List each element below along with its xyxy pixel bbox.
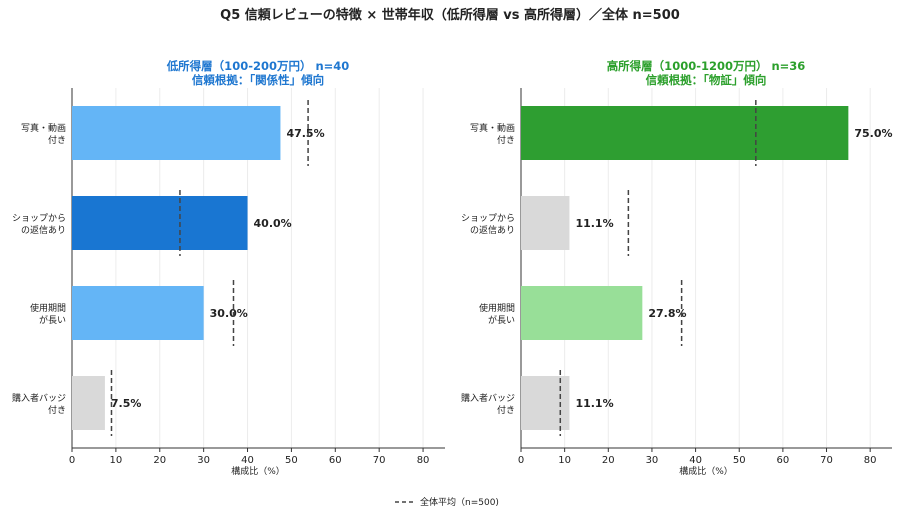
x-tick-label: 50	[733, 455, 746, 466]
y-tick-label-line: 写真・動画	[21, 122, 66, 134]
y-tick-label-line: が長い	[488, 314, 515, 326]
bar-value-label: 11.1%	[575, 397, 613, 410]
panel-low-income: 低所得層（100-200万円） n=40 信頼根拠：「関係性」傾向 構成比（%）…	[12, 59, 445, 477]
x-tick-label: 10	[558, 455, 571, 466]
legend-label: 全体平均（n=500)	[420, 496, 499, 508]
y-tick-label-line: の返信あり	[21, 224, 66, 236]
x-axis-label: 構成比（%）	[679, 465, 733, 477]
bar-value-label: 47.5%	[286, 127, 324, 140]
x-tick-label: 0	[69, 455, 75, 466]
y-tick-label: 写真・動画付き	[21, 122, 66, 146]
bar	[72, 286, 204, 340]
x-tick-label: 80	[864, 455, 877, 466]
x-tick-label: 40	[241, 455, 254, 466]
y-tick-label: 写真・動画付き	[470, 122, 515, 146]
bar-value-label: 11.1%	[575, 217, 613, 230]
x-tick-label: 70	[820, 455, 833, 466]
bar	[72, 196, 248, 250]
y-tick-label: 購入者バッジ付き	[12, 392, 66, 416]
y-tick-label-line: 付き	[497, 405, 515, 416]
y-tick-label-line: ショップから	[12, 213, 66, 224]
x-tick-label: 0	[518, 455, 524, 466]
y-tick-label: ショップからの返信あり	[461, 213, 515, 236]
bar	[521, 196, 570, 250]
x-tick-label: 30	[646, 455, 659, 466]
panel-title: 高所得層（1000-1200万円） n=36	[607, 59, 806, 73]
panel-subtitle: 信頼根拠：「物証」傾向	[646, 73, 767, 87]
chart-main-title: Q5 信頼レビューの特徴 × 世帯年収（低所得層 vs 高所得層）／全体 n=5…	[220, 7, 680, 23]
y-tick-label: 使用期間が長い	[479, 302, 515, 326]
x-tick-label: 60	[329, 455, 342, 466]
y-tick-label-line: が長い	[39, 314, 66, 326]
y-tick-label-line: 購入者バッジ	[12, 392, 66, 404]
bar-value-label: 75.0%	[854, 127, 892, 140]
y-tick-label-line: 使用期間	[30, 302, 66, 314]
y-tick-label-line: ショップから	[461, 213, 515, 224]
x-tick-label: 20	[602, 455, 615, 466]
bar	[72, 376, 105, 430]
panel-high-income: 高所得層（1000-1200万円） n=36 信頼根拠：「物証」傾向 構成比（%…	[461, 59, 893, 477]
bar	[521, 286, 643, 340]
y-tick-label-line: 使用期間	[479, 302, 515, 314]
x-tick-label: 80	[417, 455, 430, 466]
bar	[521, 376, 570, 430]
y-tick-label: 購入者バッジ付き	[461, 392, 515, 416]
y-tick-label: 使用期間が長い	[30, 302, 66, 326]
bar-value-label: 7.5%	[111, 397, 142, 410]
x-tick-label: 30	[197, 455, 210, 466]
bar-value-label: 27.8%	[648, 307, 686, 320]
y-tick-label-line: 付き	[48, 405, 66, 416]
bar-value-label: 30.0%	[210, 307, 248, 320]
x-tick-label: 60	[777, 455, 790, 466]
bar-value-label: 40.0%	[254, 217, 292, 230]
panel-subtitle: 信頼根拠：「関係性」傾向	[192, 73, 324, 87]
x-tick-label: 20	[153, 455, 166, 466]
x-tick-label: 10	[110, 455, 123, 466]
y-tick-label-line: 付き	[497, 135, 515, 146]
y-tick-label: ショップからの返信あり	[12, 213, 66, 236]
x-tick-label: 50	[285, 455, 298, 466]
x-tick-label: 70	[373, 455, 386, 466]
x-tick-label: 40	[689, 455, 702, 466]
y-tick-label-line: の返信あり	[470, 224, 515, 236]
bar	[72, 106, 281, 160]
y-tick-label-line: 写真・動画	[470, 122, 515, 134]
bar	[521, 106, 849, 160]
x-axis-label: 構成比（%）	[231, 465, 285, 477]
y-tick-label-line: 付き	[48, 135, 66, 146]
y-tick-label-line: 購入者バッジ	[461, 392, 515, 404]
panel-title: 低所得層（100-200万円） n=40	[166, 59, 350, 73]
legend: 全体平均（n=500)	[395, 496, 499, 508]
